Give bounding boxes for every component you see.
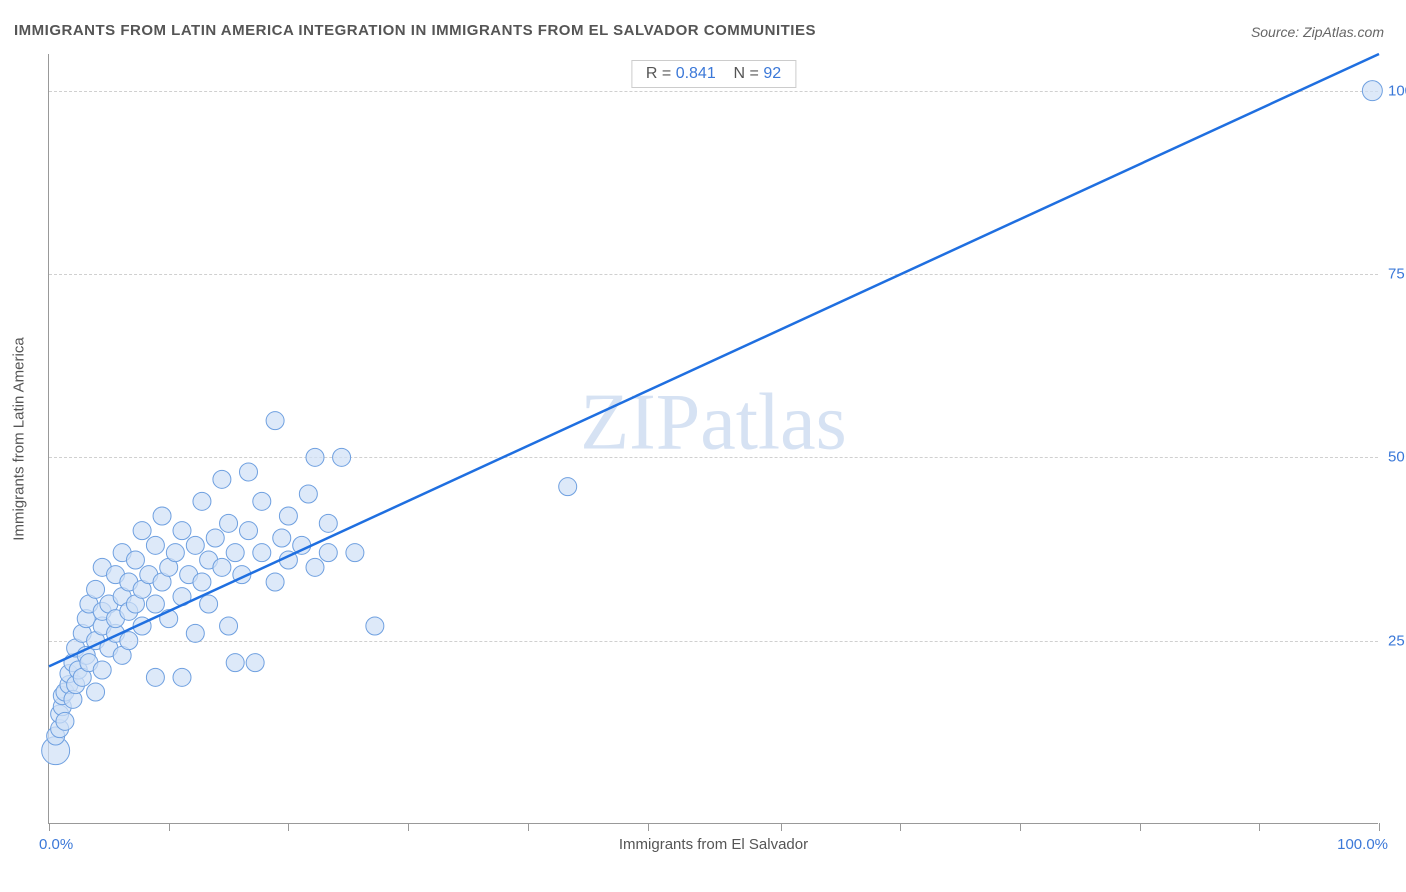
- scatter-point: [193, 573, 211, 591]
- scatter-point: [333, 448, 351, 466]
- stats-legend: R = 0.841 N = 92: [631, 60, 796, 88]
- scatter-point: [240, 463, 258, 481]
- scatter-point: [213, 470, 231, 488]
- scatter-point: [266, 573, 284, 591]
- scatter-point: [200, 595, 218, 613]
- scatter-point: [206, 529, 224, 547]
- scatter-point: [153, 507, 171, 525]
- y-axis-label: Immigrants from Latin America: [11, 337, 28, 540]
- scatter-point: [226, 654, 244, 672]
- plot-area: ZIPatlas 25.0%50.0%75.0%100.0% R = 0.841…: [48, 54, 1378, 824]
- scatter-point: [306, 558, 324, 576]
- scatter-point: [166, 544, 184, 562]
- scatter-point: [146, 595, 164, 613]
- scatter-point: [273, 529, 291, 547]
- y-tick-label: 25.0%: [1388, 632, 1406, 649]
- y-tick-label: 100.0%: [1388, 82, 1406, 99]
- y-tick-label: 50.0%: [1388, 449, 1406, 466]
- scatter-point: [220, 514, 238, 532]
- scatter-point: [279, 507, 297, 525]
- x-tick: [1259, 823, 1260, 831]
- scatter-point: [226, 544, 244, 562]
- chart-title: IMMIGRANTS FROM LATIN AMERICA INTEGRATIO…: [14, 22, 816, 39]
- n-label: N =: [734, 65, 759, 82]
- x-tick: [169, 823, 170, 831]
- x-tick: [528, 823, 529, 831]
- scatter-point: [87, 580, 105, 598]
- scatter-point: [93, 661, 111, 679]
- x-tick: [288, 823, 289, 831]
- scatter-point: [126, 551, 144, 569]
- trend-line: [49, 54, 1379, 666]
- scatter-point: [240, 522, 258, 540]
- scatter-point: [299, 485, 317, 503]
- scatter-point: [253, 544, 271, 562]
- scatter-point: [146, 668, 164, 686]
- scatter-point: [120, 632, 138, 650]
- scatter-point: [186, 536, 204, 554]
- x-tick-label-last: 100.0%: [1337, 836, 1388, 853]
- x-tick: [648, 823, 649, 831]
- scatter-points: [42, 81, 1383, 765]
- y-tick-label: 75.0%: [1388, 266, 1406, 283]
- source-attribution: Source: ZipAtlas.com: [1251, 24, 1384, 40]
- scatter-point: [266, 412, 284, 430]
- r-label: R =: [646, 65, 671, 82]
- scatter-point: [559, 478, 577, 496]
- scatter-point: [319, 514, 337, 532]
- x-tick: [781, 823, 782, 831]
- scatter-point: [56, 712, 74, 730]
- n-value: 92: [763, 65, 781, 82]
- x-tick: [1140, 823, 1141, 831]
- scatter-point: [193, 492, 211, 510]
- scatter-point: [1362, 81, 1382, 101]
- x-tick: [49, 823, 50, 831]
- scatter-point: [253, 492, 271, 510]
- scatter-point: [133, 522, 151, 540]
- scatter-point: [87, 683, 105, 701]
- scatter-point: [220, 617, 238, 635]
- x-axis-label: Immigrants from El Salvador: [619, 836, 808, 853]
- scatter-point: [319, 544, 337, 562]
- chart-svg: [49, 54, 1378, 823]
- scatter-point: [213, 558, 231, 576]
- scatter-point: [346, 544, 364, 562]
- x-tick: [408, 823, 409, 831]
- x-tick-label-first: 0.0%: [39, 836, 73, 853]
- x-tick: [1379, 823, 1380, 831]
- scatter-point: [173, 668, 191, 686]
- x-tick: [1020, 823, 1021, 831]
- scatter-point: [246, 654, 264, 672]
- scatter-point: [366, 617, 384, 635]
- scatter-point: [306, 448, 324, 466]
- x-tick: [900, 823, 901, 831]
- scatter-point: [173, 522, 191, 540]
- scatter-point: [186, 624, 204, 642]
- r-value: 0.841: [676, 65, 716, 82]
- scatter-point: [146, 536, 164, 554]
